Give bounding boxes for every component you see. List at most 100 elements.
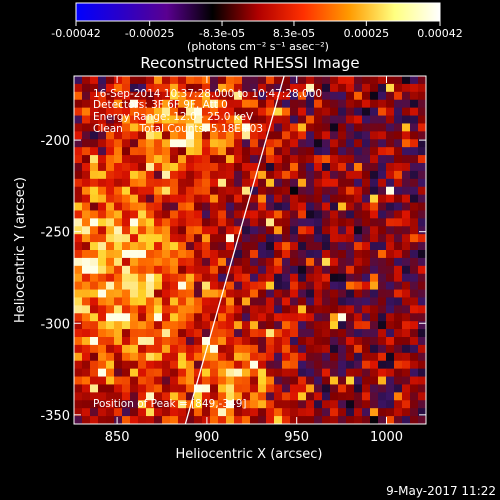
heatmap-cell	[178, 250, 187, 259]
heatmap-cell	[218, 257, 227, 267]
heatmap-cell	[282, 368, 291, 378]
heatmap-cell	[146, 337, 155, 346]
heatmap-cell	[370, 91, 379, 101]
heatmap-cell	[74, 202, 83, 212]
heatmap-cell	[98, 344, 107, 354]
heatmap-cell	[170, 337, 179, 346]
heatmap-cell	[178, 155, 187, 164]
heatmap-cell	[250, 226, 259, 235]
heatmap-cell	[266, 360, 275, 370]
heatmap-cell	[282, 360, 291, 370]
heatmap-cell	[266, 416, 275, 424]
heatmap-cell	[138, 337, 147, 346]
heatmap-cell	[194, 313, 203, 322]
heatmap-cell	[378, 329, 387, 338]
heatmap-cell	[154, 218, 163, 227]
heatmap-cell	[298, 337, 307, 346]
heatmap-cell	[266, 384, 275, 393]
heatmap-cell	[162, 194, 171, 204]
heatmap-cell	[170, 107, 179, 117]
heatmap-cell	[242, 83, 251, 93]
heatmap-cell	[250, 250, 259, 259]
heatmap-cell	[346, 337, 355, 346]
heatmap-cell	[74, 416, 83, 424]
heatmap-cell	[210, 257, 219, 267]
heatmap-cell	[226, 416, 235, 424]
heatmap-cell	[106, 170, 115, 180]
heatmap-cell	[362, 329, 371, 338]
heatmap-cell	[354, 376, 363, 386]
heatmap-cell	[282, 155, 291, 164]
heatmap-cell	[98, 329, 107, 338]
heatmap-cell	[290, 234, 299, 243]
heatmap-cell	[282, 344, 291, 354]
heatmap-cell	[266, 131, 275, 140]
heatmap-cell	[226, 250, 235, 259]
heatmap-cell	[210, 250, 219, 259]
heatmap-cell	[354, 352, 363, 362]
heatmap-cell	[386, 273, 395, 283]
heatmap-cell	[122, 297, 131, 306]
heatmap-cell	[298, 273, 307, 283]
heatmap-cell	[314, 194, 323, 204]
heatmap-cell	[266, 242, 275, 251]
heatmap-cell	[154, 155, 163, 164]
heatmap-cell	[186, 384, 195, 393]
heatmap-cell	[274, 163, 283, 172]
heatmap-cell	[298, 313, 307, 322]
heatmap-cell	[290, 376, 299, 386]
heatmap-cell	[402, 131, 411, 140]
heatmap-cell	[98, 352, 107, 362]
heatmap-cell	[186, 376, 195, 386]
heatmap-cell	[330, 352, 339, 362]
heatmap-cell	[122, 163, 131, 172]
heatmap-cell	[322, 226, 331, 235]
heatmap-cell	[242, 384, 251, 393]
heatmap-cell	[418, 352, 426, 362]
heatmap-cell	[106, 76, 115, 85]
heatmap-cell	[362, 123, 371, 132]
heatmap-cell	[186, 202, 195, 212]
heatmap-cell	[346, 250, 355, 259]
heatmap-cell	[306, 321, 315, 330]
heatmap-cell	[242, 155, 251, 164]
heatmap-cell	[82, 297, 91, 306]
heatmap-cell	[266, 321, 275, 330]
heatmap-cell	[250, 257, 259, 267]
heatmap-cell	[114, 194, 123, 204]
heatmap-cell	[74, 408, 83, 417]
heatmap-cell	[170, 392, 179, 401]
heatmap-cell	[386, 321, 395, 330]
heatmap-cell	[290, 281, 299, 291]
heatmap-cell	[82, 131, 91, 140]
heatmap-cell	[178, 337, 187, 346]
heatmap-cell	[82, 400, 91, 409]
heatmap-cell	[258, 313, 267, 322]
heatmap-cell	[210, 178, 219, 188]
heatmap-cell	[178, 202, 187, 212]
heatmap-cell	[218, 186, 227, 196]
heatmap-cell	[154, 123, 163, 132]
heatmap-cell	[258, 210, 267, 219]
heatmap-cell	[290, 250, 299, 259]
heatmap-cell	[282, 376, 291, 386]
heatmap-cell	[178, 76, 187, 85]
heatmap-cell	[242, 202, 251, 212]
heatmap-cell	[226, 194, 235, 204]
heatmap-cell	[250, 83, 259, 93]
heatmap-cell	[386, 392, 395, 401]
heatmap-cell	[122, 83, 131, 93]
heatmap-cell	[74, 194, 83, 204]
heatmap-cell	[282, 131, 291, 140]
heatmap-cell	[162, 76, 171, 85]
heatmap-cell	[274, 337, 283, 346]
heatmap-cell	[298, 281, 307, 291]
heatmap-cell	[418, 281, 426, 291]
heatmap-cell	[314, 360, 323, 370]
heatmap-cell	[234, 194, 243, 204]
heatmap-cell	[282, 392, 291, 401]
heatmap-cell	[202, 376, 211, 386]
heatmap-cell	[242, 250, 251, 259]
heatmap-cell	[74, 226, 83, 235]
heatmap-cell	[410, 170, 419, 180]
